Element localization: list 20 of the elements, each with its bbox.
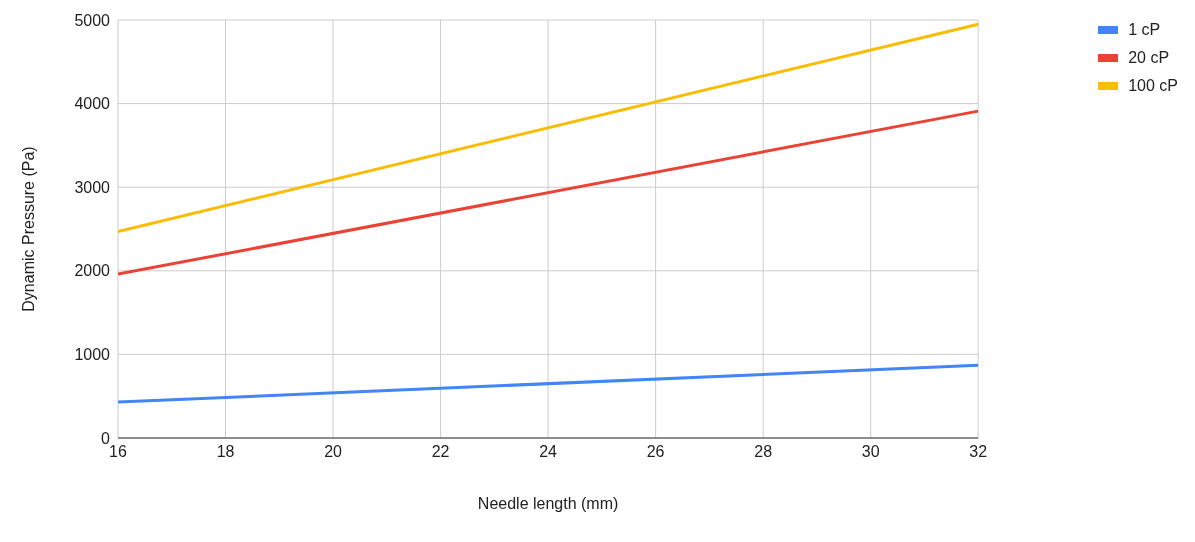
x-tick-label: 26 <box>646 443 665 461</box>
y-tick-label: 5000 <box>74 11 111 29</box>
y-tick-label: 3000 <box>74 178 111 196</box>
x-tick-label: 22 <box>431 443 450 461</box>
y-axis-title: Dynamic Pressure (Pa) <box>19 146 37 312</box>
legend-label: 20 cP <box>1128 48 1170 68</box>
x-axis-title: Needle length (mm) <box>477 495 619 513</box>
x-tick-label: 18 <box>216 443 235 461</box>
x-tick-label: 30 <box>861 443 880 461</box>
x-tick-label: 24 <box>539 443 558 461</box>
y-tick-label: 2000 <box>74 262 111 280</box>
y-tick-label: 4000 <box>74 95 111 113</box>
y-tick-label: 0 <box>101 429 111 447</box>
legend-label: 100 cP <box>1128 76 1178 96</box>
legend-label: 1 cP <box>1128 20 1161 40</box>
y-tick-label: 1000 <box>74 346 111 364</box>
x-tick-label: 28 <box>754 443 773 461</box>
x-tick-label: 20 <box>324 443 343 461</box>
x-tick-label: 16 <box>109 443 127 461</box>
x-tick-label: 32 <box>969 443 988 461</box>
